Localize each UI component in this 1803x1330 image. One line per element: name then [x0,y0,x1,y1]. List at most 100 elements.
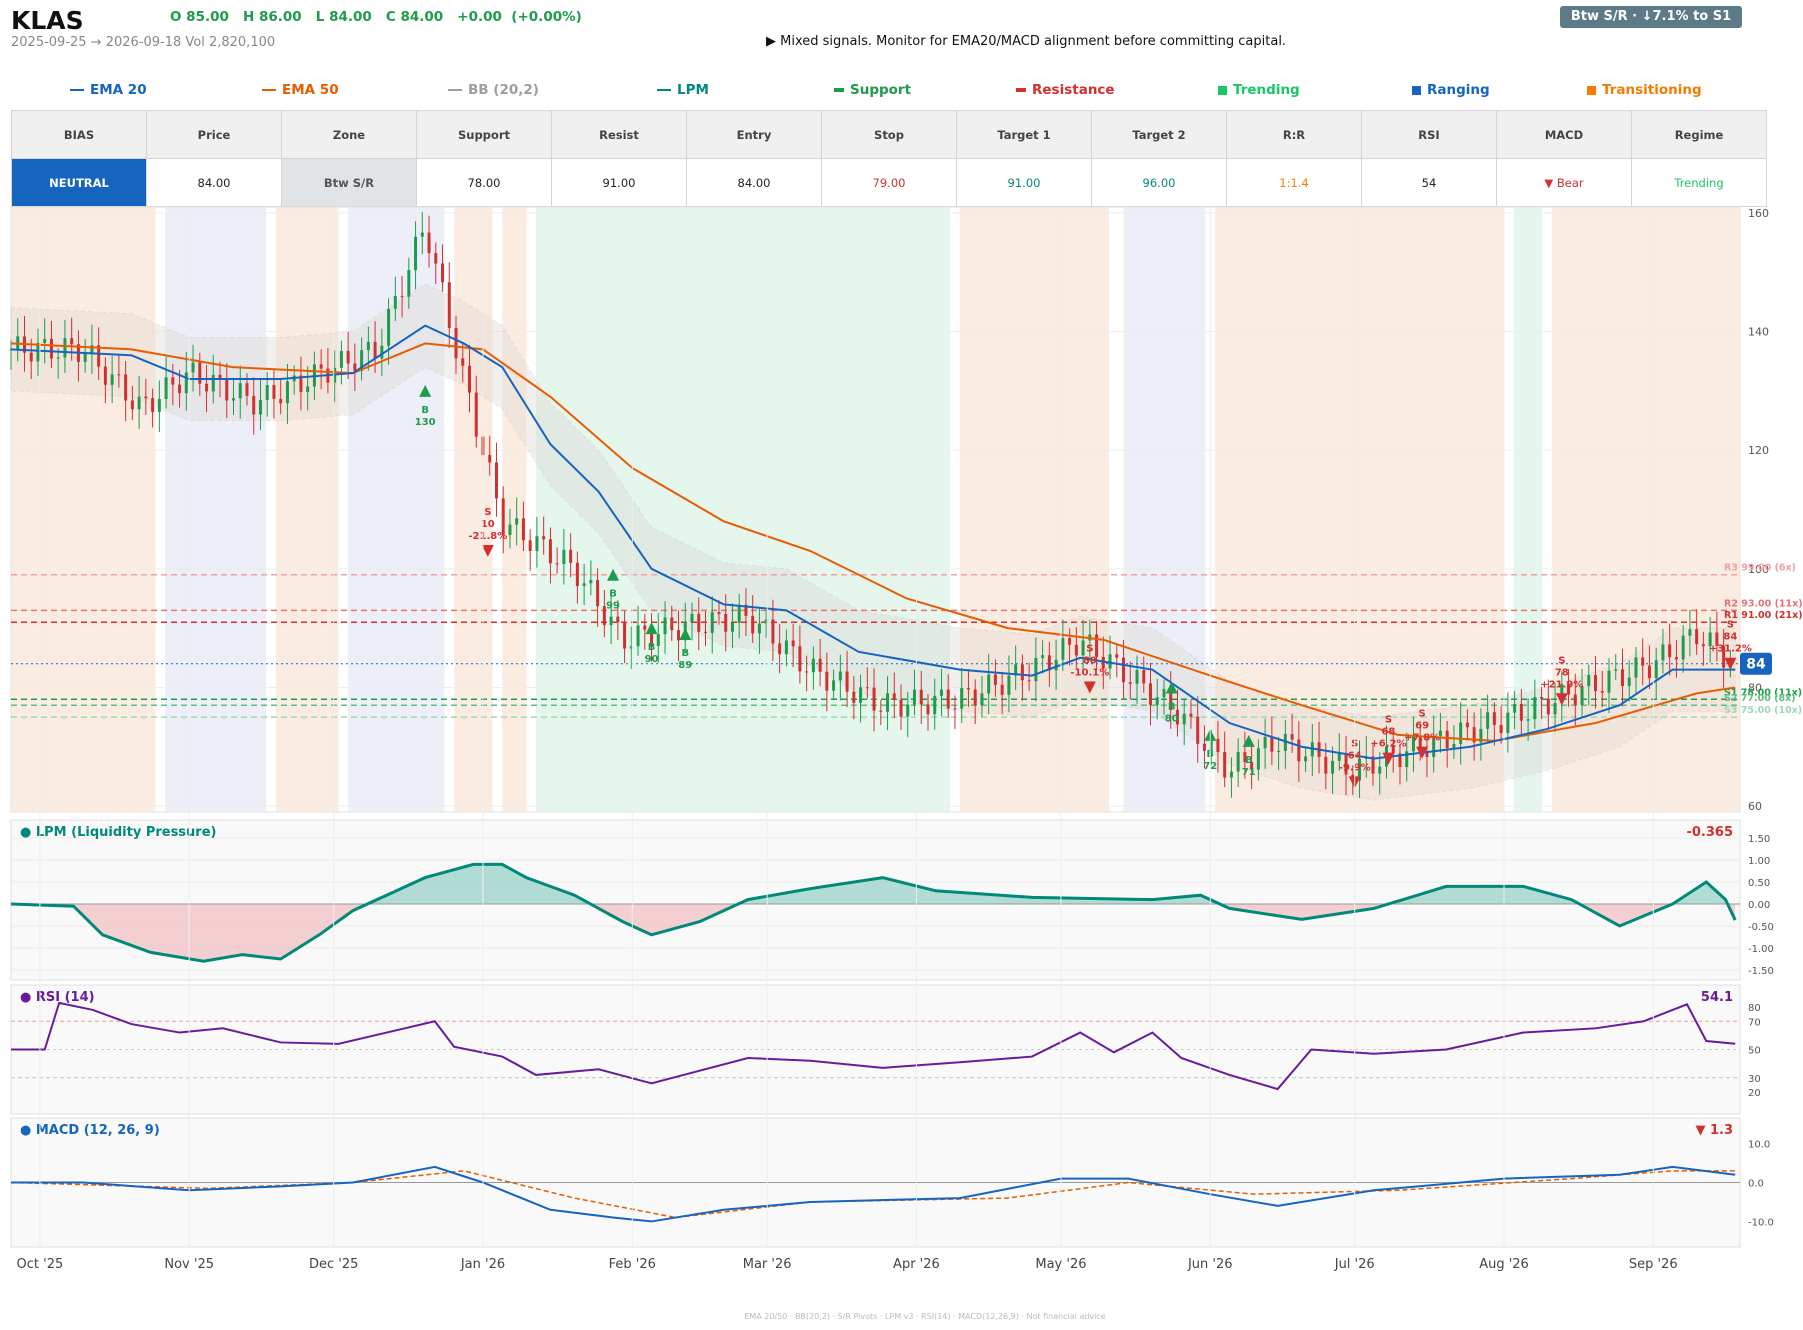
trade-annotation: B 99 [606,589,620,612]
buy-marker [679,628,692,641]
candle-body [1708,632,1712,647]
candle-body [1546,698,1550,715]
lpm-y-tick: -1.00 [1748,944,1774,955]
candle-body [1479,728,1483,743]
candle-body [1169,688,1173,710]
candle-body [730,622,734,632]
macd-y-tick: -10.0 [1748,1217,1774,1228]
rsi-y-tick: 30 [1748,1074,1761,1085]
sell-marker [1724,657,1737,670]
candle-body [1236,752,1240,772]
candle-body [636,625,640,647]
candle-body [980,693,984,706]
candle-body [414,236,418,271]
candle-body [589,580,593,584]
candle-body [1142,670,1146,684]
candle-body [575,562,579,587]
candle-body [1270,736,1274,752]
x-tick-label: Dec '25 [309,1257,358,1272]
legend-label: EMA 50 [282,82,339,98]
candle-body [1108,654,1112,669]
last-price-tag [1740,652,1772,675]
summary-value-macd: ▼ Bear [1496,158,1632,207]
candle-body [110,374,114,385]
trade-annotation: S 78 +21.9% [1540,655,1583,690]
legend-item-resistance: Resistance [1016,82,1115,98]
candle-body [764,619,768,624]
candle-body [319,364,323,369]
candle-body [1371,756,1375,774]
candle-body [1095,634,1099,657]
zone-badge: Btw S/R · ↓7.1% to S1 [1560,6,1742,28]
candle-body [508,524,512,536]
summary-header-target-1: Target 1 [956,110,1092,159]
regime-band-transitioning [275,207,339,812]
candle-body [1216,738,1220,753]
candle-body [279,398,283,404]
regime-band-transitioning [11,207,156,812]
candle-body [643,625,647,630]
candle-body [380,345,384,359]
candle-body [467,365,471,393]
candle-body [151,398,155,412]
candle-body [1513,704,1517,713]
legend-item-ranging: Ranging [1412,82,1490,98]
price-y-tick: 100 [1748,563,1769,576]
candle-body [1614,669,1618,671]
lpm-line [10,862,1737,963]
summary-header-target-2: Target 2 [1091,110,1227,159]
candle-body [1283,734,1287,751]
candle-body [1695,629,1699,645]
candle-body [137,396,141,410]
candle-body [232,398,236,401]
candle-body [1196,716,1200,744]
candle-body [1459,722,1463,744]
candle-body [49,338,53,359]
candle-body [703,631,707,633]
trade-annotation: B 71 [1242,755,1256,778]
candle-body [1634,657,1638,678]
candle-body [1115,654,1119,658]
candle-body [1465,722,1469,728]
candle-body [1573,694,1577,705]
x-tick-label: Oct '25 [17,1257,64,1272]
candle-body [1492,712,1496,725]
legend-label: Transitioning [1602,82,1702,98]
regime-band-transitioning [959,207,1110,812]
candle-body [285,381,289,404]
x-tick-label: Aug '26 [1479,1257,1529,1272]
candle-body [36,342,40,362]
macd-last-value: ▼ 1.3 [1695,1123,1733,1138]
candle-body [1047,655,1051,671]
legend-swatch [657,89,671,91]
candle-body [70,338,74,345]
candle-body [454,327,458,359]
candle-body [258,400,262,415]
macd-title: ● MACD (12, 26, 9) [20,1123,160,1138]
candle-body [63,338,67,358]
candle-body [1627,677,1631,687]
candle-body [1068,638,1072,645]
candle-body [400,295,404,297]
trade-annotation: S 69 +7.8% [1404,709,1440,744]
buy-marker [419,384,432,397]
candle-body [1533,697,1537,720]
candle-body [420,232,424,237]
candle-body [1432,736,1436,758]
legend-item-transitioning: Transitioning [1587,82,1702,98]
candle-body [771,619,775,644]
candle-body [596,580,600,607]
price-y-tick: 160 [1748,207,1769,220]
candle-body [737,604,741,623]
candle-body [1540,697,1544,699]
candle-body [825,671,829,691]
candle-body [1681,635,1685,660]
candle-body [515,518,519,525]
candle-body [650,629,654,647]
trade-annotation: B 90 [645,642,659,665]
lpm-last-value: -0.365 [1686,825,1733,840]
ohlc-readout: O 85.00 H 86.00 L 84.00 C 84.00 +0.00 (+… [170,9,582,25]
candle-body [1256,748,1260,770]
x-tick-label: Feb '26 [609,1257,656,1272]
summary-header-bias: BIAS [11,110,147,159]
